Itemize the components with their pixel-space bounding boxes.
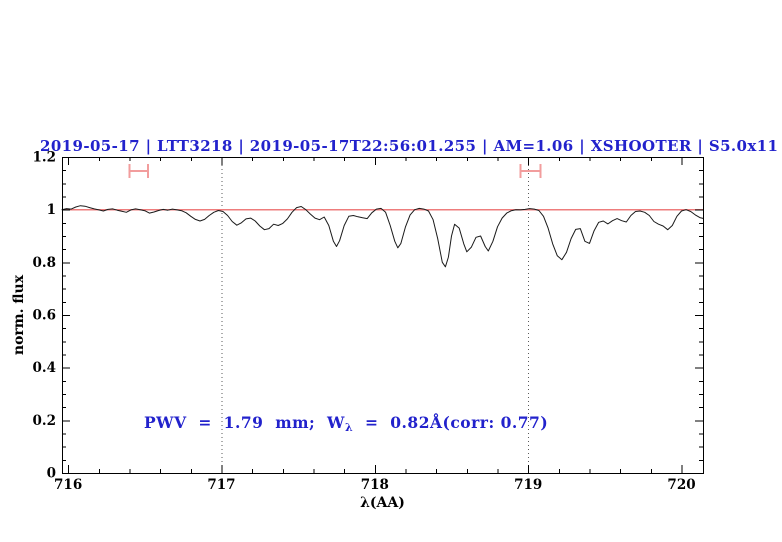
x-tick-label: 716: [54, 477, 82, 493]
pwv-annotation-pre: PWV = 1.79 mm; W: [144, 413, 345, 432]
wavelength-subscript: λ: [344, 421, 354, 434]
x-axis-label: λ(AA): [360, 495, 405, 511]
x-tick-label: 719: [514, 477, 542, 493]
pwv-annotation: PWV = 1.79 mm; Wλ = 0.82Å(corr: 0.77): [144, 413, 549, 434]
x-tick-label: 717: [207, 477, 235, 493]
y-tick-label: 1: [47, 202, 56, 218]
y-tick-label: 0.6: [33, 308, 57, 324]
y-tick-label: 0.4: [33, 360, 57, 376]
y-tick-label: 0: [47, 466, 56, 482]
x-tick-label: 718: [361, 477, 389, 493]
y-tick-label: 0.8: [33, 255, 57, 271]
y-tick-label: 1.2: [33, 150, 57, 166]
spectrum-line: [61, 205, 704, 268]
pwv-annotation-post: = 0.82Å(corr: 0.77): [353, 413, 549, 432]
y-axis-label: norm. flux: [11, 274, 27, 356]
y-tick-label: 0.2: [33, 413, 57, 429]
x-tick-label: 720: [667, 477, 695, 493]
